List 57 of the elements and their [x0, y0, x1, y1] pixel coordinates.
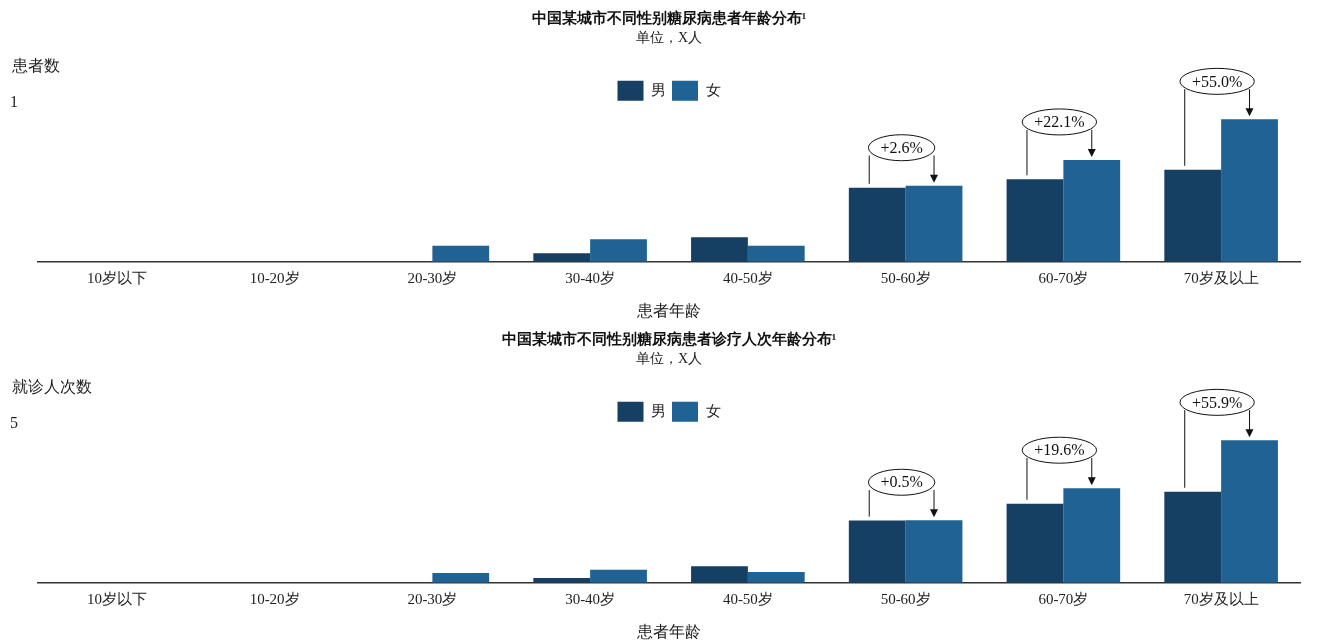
y-axis-title: 就诊人次数: [12, 377, 92, 395]
legend-label: 女: [705, 81, 721, 98]
x-tick-label: 10岁以下: [86, 269, 147, 286]
x-tick-label: 30-40岁: [565, 590, 616, 607]
bar: [1221, 440, 1278, 583]
legend-label: 女: [705, 402, 721, 419]
x-tick-label: 40-50岁: [722, 269, 773, 286]
bar: [1063, 488, 1121, 583]
annotation: +19.6%: [1034, 441, 1085, 459]
bar: [1006, 179, 1064, 262]
annotation: +0.5%: [880, 473, 923, 491]
x-tick-label: 30-40岁: [565, 269, 616, 286]
x-tick-label: 20-30岁: [407, 590, 458, 607]
x-tick-label: 50-60岁: [880, 269, 931, 286]
bar: [905, 520, 963, 583]
chart-subtitle: 单位，X人: [635, 351, 703, 367]
bar: [691, 237, 748, 262]
bar: [1164, 169, 1222, 262]
legend-label: 男: [651, 81, 666, 98]
bar: [848, 187, 906, 262]
bar: [1006, 503, 1064, 583]
bar: [533, 253, 591, 262]
x-tick-label: 60-70岁: [1038, 269, 1089, 286]
bar: [432, 573, 490, 583]
bar: [432, 245, 490, 262]
bar: [747, 571, 805, 583]
x-tick-label: 60-70岁: [1038, 590, 1089, 607]
bar: [1164, 491, 1222, 583]
bar: [590, 239, 647, 262]
chart-title: 中国某城市不同性别糖尿病患者诊疗人次年龄分布¹: [501, 329, 837, 347]
x-tick-label: 20-30岁: [407, 269, 458, 286]
chart-subtitle: 单位，X人: [635, 30, 703, 46]
bar: [905, 185, 963, 262]
bar: [1063, 159, 1121, 262]
x-tick-label: 50-60岁: [880, 590, 931, 607]
annotation: +22.1%: [1034, 113, 1085, 131]
bar: [691, 566, 748, 583]
legend-label: 男: [651, 402, 666, 419]
x-axis-title: 患者年龄: [636, 301, 701, 319]
text: 5: [10, 413, 18, 431]
x-tick-label: 70岁及以上: [1183, 269, 1259, 286]
x-tick-label: 70岁及以上: [1183, 590, 1259, 607]
bar: [848, 520, 906, 583]
bar: [590, 569, 647, 583]
x-tick-label: 10岁以下: [86, 590, 147, 607]
bar: [747, 245, 805, 262]
bar: [1221, 119, 1278, 262]
y-axis-title: 患者数: [11, 56, 60, 74]
text: +55.0%: [1191, 72, 1243, 90]
x-axis-title: 患者年龄: [636, 622, 701, 640]
annotation: +2.6%: [880, 138, 923, 156]
x-tick-label: 10-20岁: [249, 590, 300, 607]
x-tick-label: 10-20岁: [249, 269, 300, 286]
chart-title: 中国某城市不同性别糖尿病患者年龄分布¹: [531, 8, 807, 26]
text: +55.9%: [1191, 393, 1243, 411]
text: 1: [10, 92, 18, 110]
x-tick-label: 40-50岁: [722, 590, 773, 607]
